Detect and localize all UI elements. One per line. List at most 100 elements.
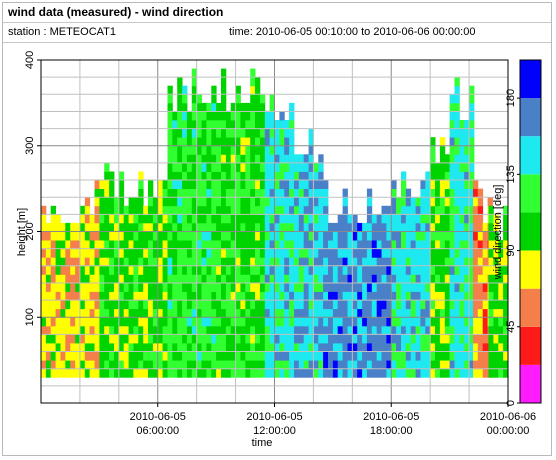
heatmap-cell <box>172 171 178 181</box>
heatmap-cell <box>274 351 280 361</box>
heatmap-cell <box>259 145 266 155</box>
heatmap-cell <box>274 274 280 284</box>
heatmap-cell <box>279 180 285 189</box>
heatmap-cell <box>216 240 222 250</box>
heatmap-cell <box>167 308 173 318</box>
heatmap-cell <box>449 214 455 224</box>
heatmap-cell <box>230 274 236 284</box>
heatmap-cell <box>464 162 470 172</box>
heatmap-cell <box>167 188 173 198</box>
heatmap-cell <box>469 188 475 198</box>
heatmap-cell <box>328 231 334 241</box>
heatmap-cell <box>216 265 222 275</box>
heatmap-cell <box>332 300 339 310</box>
heatmap-cell <box>221 205 227 215</box>
heatmap-cell <box>396 360 402 370</box>
heatmap-cell <box>289 282 295 292</box>
heatmap-cell <box>357 334 363 344</box>
heatmap-cell <box>493 325 499 335</box>
heatmap-cell <box>405 274 412 284</box>
heatmap-cell <box>177 368 183 378</box>
heatmap-cell <box>313 162 319 172</box>
heatmap-cell <box>79 240 86 250</box>
heatmap-cell <box>405 240 412 250</box>
heatmap-cell <box>259 325 266 335</box>
heatmap-cell <box>225 222 232 232</box>
heatmap-cell <box>50 343 56 352</box>
heatmap-cell <box>89 257 95 267</box>
heatmap-cell <box>250 94 256 104</box>
heatmap-cell <box>84 368 91 378</box>
heatmap-cell <box>162 368 168 378</box>
heatmap-cell <box>405 197 412 207</box>
heatmap-cell <box>186 368 193 378</box>
heatmap-cell <box>352 265 358 275</box>
heatmap-cell <box>182 325 188 335</box>
heatmap-cell <box>196 111 202 121</box>
heatmap-cell <box>454 257 460 267</box>
heatmap-cell <box>459 188 465 198</box>
heatmap-cell <box>444 257 451 267</box>
heatmap-cell <box>89 282 95 292</box>
heatmap-cell <box>79 205 86 215</box>
heatmap-cell <box>60 265 66 275</box>
heatmap-cell <box>89 360 95 370</box>
heatmap-cell <box>70 282 76 292</box>
y-axis-label: height [m] <box>16 208 28 256</box>
heatmap-cell <box>279 188 285 198</box>
heatmap-cell <box>157 240 164 250</box>
heatmap-cell <box>473 265 479 275</box>
heatmap-cell <box>274 171 280 181</box>
heatmap-cell <box>366 265 373 275</box>
heatmap-cell <box>337 222 343 232</box>
heatmap-cell <box>235 282 241 292</box>
heatmap-cell <box>477 308 484 318</box>
heatmap-cell <box>104 325 110 335</box>
heatmap-cell <box>469 145 475 155</box>
heatmap-cell <box>391 325 397 335</box>
heatmap-cell <box>303 162 309 172</box>
heatmap-cell <box>332 265 339 275</box>
heatmap-cell <box>172 291 178 301</box>
heatmap-cell <box>84 325 91 335</box>
heatmap-cell <box>152 222 159 232</box>
heatmap-cell <box>386 265 392 275</box>
x-tick-label-time: 00:00:00 <box>487 425 530 437</box>
colorbar-bin <box>520 98 541 137</box>
heatmap-cell <box>211 128 217 138</box>
heatmap-cell <box>182 308 188 318</box>
heatmap-cell <box>182 171 188 181</box>
heatmap-cell <box>289 300 295 310</box>
heatmap-cell <box>138 282 144 292</box>
heatmap-cell <box>55 368 61 378</box>
heatmap-cell <box>482 317 488 327</box>
heatmap-cell <box>128 231 134 241</box>
heatmap-cell <box>498 265 504 275</box>
heatmap-cell <box>464 171 470 181</box>
heatmap-cell <box>473 257 479 267</box>
heatmap-cell <box>381 368 387 378</box>
heatmap-cell <box>148 188 154 198</box>
heatmap-cell <box>279 222 285 232</box>
heatmap-cell <box>337 343 343 352</box>
heatmap-cell <box>167 162 173 172</box>
heatmap-cell <box>308 265 314 275</box>
heatmap-cell <box>435 368 441 378</box>
heatmap-cell <box>493 360 499 370</box>
heatmap-cell <box>123 351 129 361</box>
heatmap-cell <box>294 240 300 250</box>
heatmap-cell <box>444 308 451 318</box>
heatmap-cell <box>498 257 504 267</box>
heatmap-cell <box>284 317 290 327</box>
heatmap-cell <box>157 231 164 241</box>
heatmap-cell <box>201 368 207 378</box>
heatmap-cell <box>128 291 134 301</box>
heatmap-cell <box>430 248 436 258</box>
heatmap-cell <box>94 368 100 378</box>
heatmap-cell <box>114 265 120 275</box>
heatmap-cell <box>430 308 436 318</box>
heatmap-cell <box>109 171 115 181</box>
heatmap-cell <box>235 343 241 352</box>
heatmap-cell <box>196 171 202 181</box>
heatmap-cell <box>405 334 412 344</box>
